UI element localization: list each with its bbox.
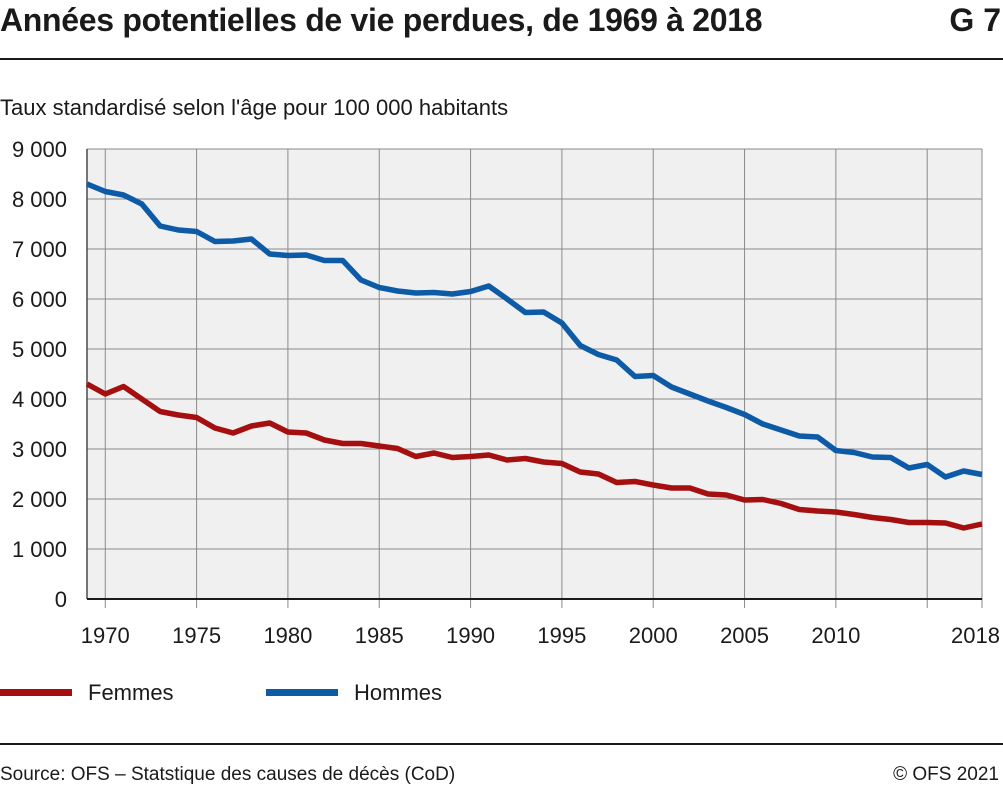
series-femmes [85, 381, 983, 531]
x-tick-label: 2000 [629, 623, 678, 648]
y-tick-label: 1 000 [12, 537, 67, 562]
chart-subtitle: Taux standardisé selon l'âge pour 100 00… [0, 95, 509, 120]
x-tick-label: 1985 [355, 623, 404, 648]
x-tick-label: 1970 [81, 623, 130, 648]
plot-area [87, 149, 982, 599]
x-tick-labels: 1970 1975 1980 1985 1990 1995 2000 2005 2010 2018 [81, 623, 1000, 648]
x-tick-label: 1995 [537, 623, 586, 648]
source-note: Source: OFS – Statstique des causes de d… [0, 764, 456, 785]
y-tick-label: 2 000 [12, 487, 67, 512]
y-tick-label: 7 000 [12, 237, 67, 262]
legend-swatch-femmes [0, 689, 72, 696]
line-chart: 0 1 000 2 000 3 000 4 000 5 000 6 000 7 000 8 00… [12, 137, 1000, 648]
legend-label-hommes: Hommes [354, 680, 443, 705]
legend-label-femmes: Femmes [88, 680, 174, 705]
chart-title: Années potentielles de vie perdues, de 1… [0, 2, 763, 38]
x-tick-label: 2018 [951, 623, 1000, 648]
y-tick-label: 6 000 [12, 287, 67, 312]
y-tick-label: 0 [55, 587, 67, 612]
footer-divider [0, 743, 1003, 745]
series-hommes [85, 181, 983, 480]
header-divider [0, 58, 1003, 60]
series-line-hommes [85, 181, 983, 480]
axes [86, 149, 982, 600]
series-line-femmes [85, 381, 983, 531]
y-tick-labels: 0 1 000 2 000 3 000 4 000 5 000 6 000 7 000 8 00… [12, 137, 67, 612]
y-tick-label: 8 000 [12, 187, 67, 212]
series-lines [85, 181, 983, 531]
grid-lines [87, 148, 983, 608]
figure-number: G 7 [949, 2, 1001, 38]
x-tick-label: 2010 [811, 623, 860, 648]
x-tick-label: 1980 [263, 623, 312, 648]
x-tick-label: 2005 [720, 623, 769, 648]
y-tick-label: 3 000 [12, 437, 67, 462]
x-tick-label: 1975 [172, 623, 221, 648]
y-tick-label: 9 000 [12, 137, 67, 162]
legend-swatch-hommes [266, 689, 338, 696]
y-tick-label: 5 000 [12, 337, 67, 362]
y-tick-label: 4 000 [12, 387, 67, 412]
x-tick-label: 1990 [446, 623, 495, 648]
copyright-note: © OFS 2021 [893, 764, 999, 785]
